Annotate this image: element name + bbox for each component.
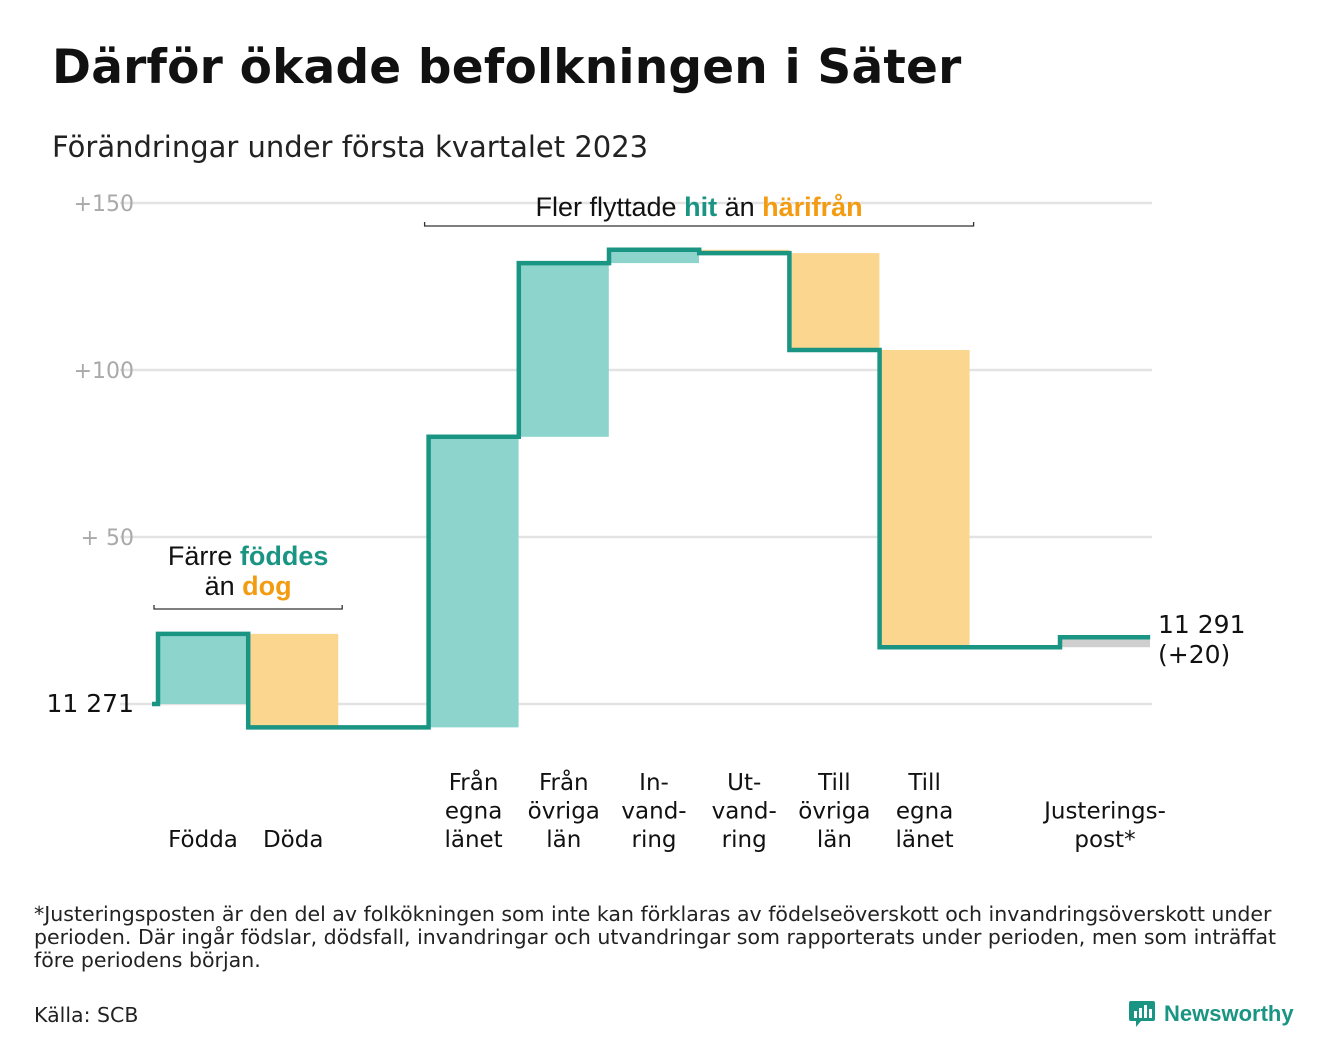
waterfall-chart: +150 +100 + 50 Födda Döda Från egna länet Från öv… [47, 192, 1246, 854]
start-value-label: 11 271 [47, 689, 134, 718]
category-label: In-vand-ring [621, 770, 686, 853]
category-label: Födda [168, 827, 238, 853]
waterfall-bar [158, 633, 248, 704]
step-line [152, 247, 1151, 730]
category-label: Till egna länet [895, 770, 953, 853]
annotation-text: Fler flyttade hit än härifrån [536, 192, 863, 222]
annotation-text: Färre föddes [168, 541, 329, 571]
category-label: Justerings-post* [1042, 799, 1166, 854]
waterfall-bar [789, 253, 880, 350]
category-label: Döda [263, 827, 323, 853]
y-tick-label: +150 [74, 192, 134, 217]
waterfall-bar [879, 349, 970, 648]
waterfall-bar [518, 263, 609, 437]
annotation-bracket [423, 222, 975, 227]
waterfall-bar [248, 633, 339, 728]
annotation-bracket [153, 605, 343, 610]
category-label: Ut-vand-ring [712, 770, 777, 853]
adjustment-bar [1060, 637, 1150, 648]
chart-title: Därför ökade befolkningen i Säter [52, 40, 962, 95]
category-label: Från egna länet [444, 768, 502, 853]
footnote: *Justeringsposten är den del av folkökni… [34, 902, 1277, 972]
bar-chart-speech-bubble-icon [1129, 1001, 1155, 1027]
brand-logo: Newsworthy [1128, 998, 1294, 1030]
end-change-label: (+20) [1158, 640, 1230, 669]
end-value-label: 11 291 [1158, 610, 1245, 639]
category-label: Från övriga län [528, 768, 600, 853]
y-tick-label: + 50 [81, 526, 134, 551]
category-label: Till övriga län [798, 770, 870, 853]
brand-name: Newsworthy [1164, 1001, 1294, 1026]
chart-subtitle: Förändringar under första kvartalet 2023 [52, 130, 649, 164]
annotation-text: än dog [205, 571, 292, 601]
waterfall-bar [609, 249, 699, 264]
source-note: Källa: SCB [34, 1003, 139, 1027]
y-tick-label: +100 [74, 359, 134, 384]
waterfall-bar [428, 436, 519, 728]
